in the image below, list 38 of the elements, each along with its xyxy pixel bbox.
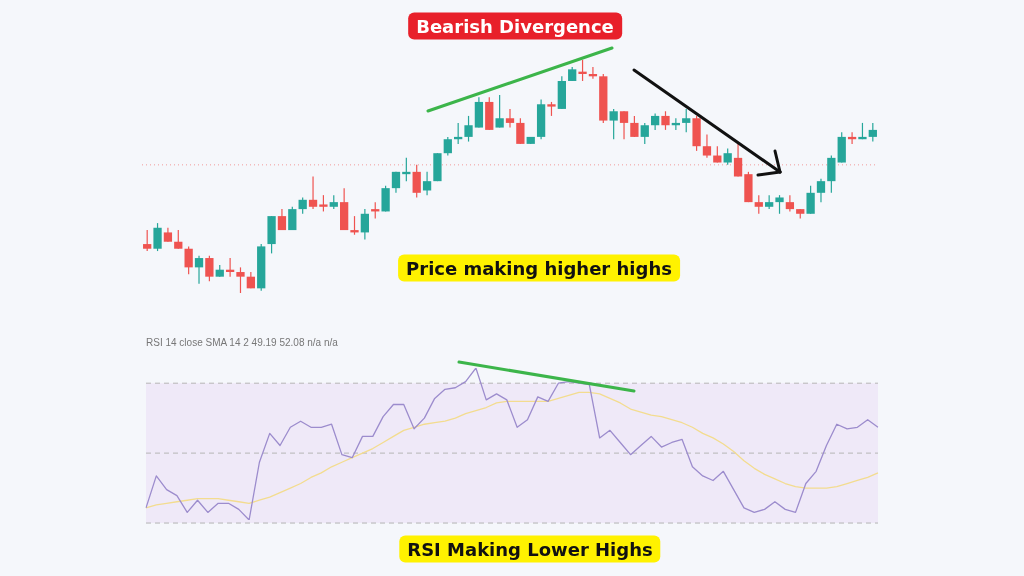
annotation: Price making higher highs [398, 254, 680, 282]
candlestick [754, 194, 763, 215]
candlestick [868, 122, 877, 143]
candlestick [516, 117, 525, 145]
text: RSI 14 close SMA 14 2 49.19 52.08 n/a n/a [146, 336, 338, 348]
candlestick [505, 108, 515, 129]
candlestick [682, 108, 691, 133]
candlestick [205, 255, 214, 282]
candlestick [194, 255, 204, 285]
candlestick [640, 122, 649, 145]
candlestick [806, 185, 815, 215]
candlestick [661, 110, 670, 131]
candlestick [153, 222, 162, 252]
candlestick [174, 229, 183, 250]
candlestick [630, 115, 639, 138]
candlestick [350, 215, 359, 236]
candlestick [775, 194, 784, 215]
candlestick [733, 143, 743, 178]
candlestick [619, 110, 629, 140]
text: Bearish Divergence [408, 12, 622, 40]
candlestick [609, 108, 618, 140]
candlestick [827, 154, 836, 194]
candlestick [236, 266, 245, 294]
candlestick [702, 133, 712, 159]
candlestick [308, 175, 318, 210]
text: RSI Making Lower Highs [399, 535, 661, 563]
candlestick [184, 245, 193, 275]
candlestick [381, 185, 390, 213]
candlestick [578, 59, 587, 82]
candlestick [785, 194, 795, 213]
candlestick [143, 229, 152, 252]
candlestick [816, 178, 826, 203]
candlestick [443, 136, 452, 157]
candlestick [464, 115, 473, 143]
candlestick [422, 171, 432, 196]
candlestick [360, 208, 370, 241]
candlestick [412, 164, 421, 199]
candlestick [495, 94, 504, 129]
